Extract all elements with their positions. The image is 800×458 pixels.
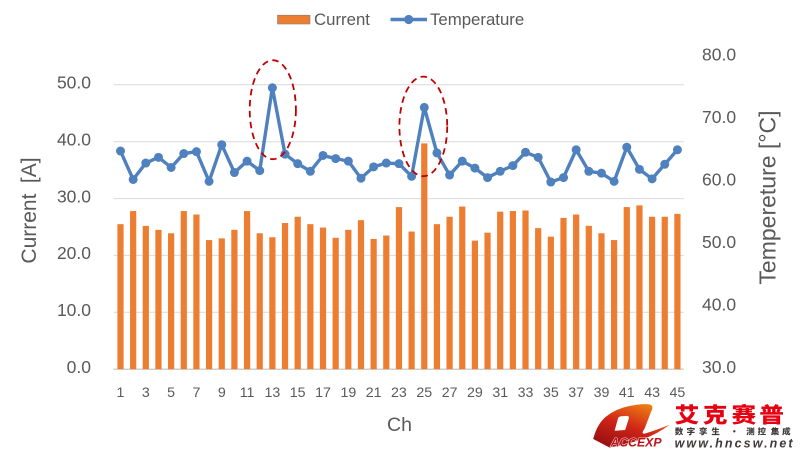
svg-text:Ch: Ch — [387, 414, 412, 436]
svg-text:45: 45 — [670, 385, 686, 401]
svg-text:33: 33 — [518, 385, 534, 401]
svg-text:ACCEXP: ACCEXP — [609, 438, 661, 450]
svg-text:29: 29 — [467, 385, 483, 401]
svg-text:5: 5 — [167, 385, 175, 401]
svg-text:37: 37 — [568, 385, 584, 401]
svg-text:19: 19 — [340, 385, 356, 401]
svg-text:27: 27 — [442, 385, 458, 401]
svg-text:Current [A]: Current [A] — [18, 157, 41, 263]
svg-text:10.0: 10.0 — [57, 300, 91, 320]
svg-text:60.0: 60.0 — [702, 169, 736, 189]
svg-text:50.0: 50.0 — [57, 73, 91, 93]
svg-text:30.0: 30.0 — [702, 357, 736, 377]
svg-text:Current: Current — [314, 10, 370, 29]
svg-text:40.0: 40.0 — [57, 129, 91, 149]
svg-text:0.0: 0.0 — [67, 357, 92, 377]
svg-text:Temperature: Temperature — [430, 10, 524, 29]
svg-text:7: 7 — [192, 385, 200, 401]
svg-text:80.0: 80.0 — [702, 44, 736, 64]
svg-text:43: 43 — [644, 385, 660, 401]
svg-text:41: 41 — [619, 385, 635, 401]
svg-text:9: 9 — [218, 385, 226, 401]
svg-text:39: 39 — [594, 385, 610, 401]
svg-text:21: 21 — [366, 385, 382, 401]
svg-text:20.0: 20.0 — [57, 243, 91, 263]
svg-text:40.0: 40.0 — [702, 294, 736, 314]
svg-text:31: 31 — [492, 385, 508, 401]
svg-text:Tempereture [°C]: Tempereture [°C] — [755, 110, 781, 284]
svg-text:30.0: 30.0 — [57, 186, 91, 206]
svg-text:70.0: 70.0 — [702, 107, 736, 127]
svg-text:13: 13 — [264, 385, 280, 401]
svg-text:50.0: 50.0 — [702, 232, 736, 252]
svg-text:1: 1 — [117, 385, 125, 401]
svg-text:17: 17 — [315, 385, 331, 401]
svg-text:www.hncsw.net: www.hncsw.net — [675, 436, 794, 450]
svg-text:3: 3 — [142, 385, 150, 401]
svg-text:15: 15 — [290, 385, 306, 401]
svg-text:35: 35 — [543, 385, 559, 401]
svg-text:23: 23 — [391, 385, 407, 401]
svg-text:25: 25 — [416, 385, 432, 401]
svg-text:11: 11 — [240, 385, 255, 401]
